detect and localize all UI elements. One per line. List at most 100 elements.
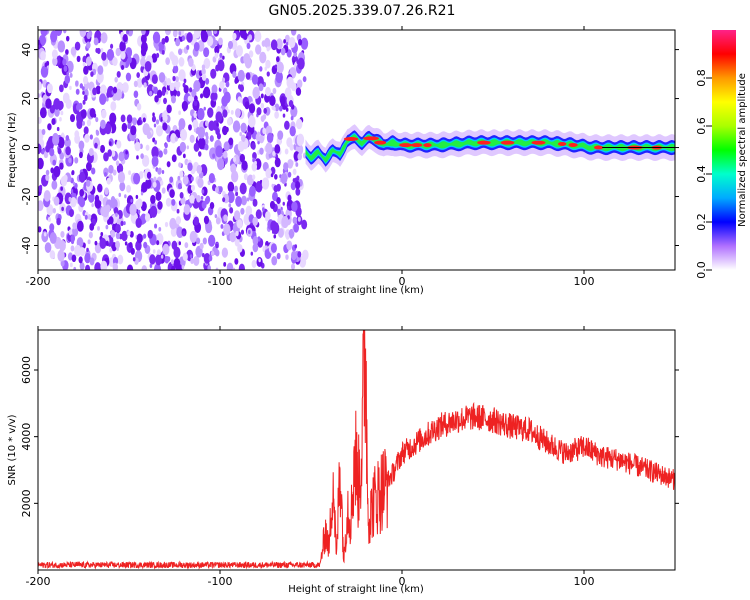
noise-speckle [156,249,161,256]
noise-speckle [158,150,163,158]
noise-speckle [69,262,73,268]
noise-speckle [83,94,88,102]
noise-speckle [183,204,191,215]
noise-speckle [252,243,259,253]
noise-speckle [216,122,219,127]
noise-speckle [210,250,215,257]
noise-speckle [243,173,249,181]
noise-speckle [274,111,279,119]
noise-speckle [201,73,207,81]
noise-speckle [116,70,121,78]
noise-speckle [87,214,92,220]
noise-speckle [251,74,259,85]
signal-hotspot [568,142,578,147]
noise-speckle [115,223,121,234]
noise-speckle [103,152,109,162]
noise-speckle [243,53,251,65]
noise-speckle [193,112,197,119]
noise-speckle [133,172,141,185]
spectrogram-x-ticks: -200 -100 0 100 [26,26,595,288]
noise-speckle [215,145,223,158]
noise-speckle [298,38,303,46]
noise-speckle [53,165,61,178]
noise-speckle [203,215,210,225]
noise-speckle [273,106,276,111]
noise-speckle [266,71,270,77]
noise-speckle [220,224,224,229]
noise-speckle [265,245,268,250]
noise-speckle [285,41,289,46]
noise-speckle [86,31,91,40]
noise-speckle [141,182,148,193]
noise-speckle [145,144,150,151]
noise-speckle [100,260,108,270]
noise-speckle [39,35,47,46]
noise-speckle [169,82,175,92]
noise-speckle [240,195,247,206]
noise-speckle [271,255,278,266]
noise-speckle [41,231,49,243]
noise-speckle [107,149,112,157]
y-tick-label: -40 [20,237,33,255]
noise-speckle [126,30,130,35]
noise-speckle [150,194,156,204]
noise-speckle [258,258,261,263]
noise-speckle [286,137,293,148]
noise-speckle [208,234,216,247]
noise-speckle [265,240,269,248]
noise-speckle [127,122,132,130]
noise-speckle [261,177,270,190]
noise-speckle [69,85,72,91]
noise-speckle [196,194,201,203]
noise-speckle [262,127,267,135]
colorbar-label: Normalized spectral amplitude [737,73,748,227]
noise-speckle [71,254,77,263]
noise-speckle [156,89,163,99]
noise-speckle [100,119,106,129]
noise-speckle [68,157,72,164]
noise-speckle [146,171,152,179]
noise-speckle [93,37,99,46]
noise-speckle [79,262,85,270]
x-tick-label: -200 [26,275,51,288]
noise-speckle [264,66,268,71]
noise-speckle [203,106,206,111]
noise-speckle [80,109,87,119]
noise-speckle [83,65,89,75]
noise-speckle [76,220,84,232]
noise-speckle [283,162,289,171]
noise-speckle [73,188,77,194]
noise-speckle [240,229,245,235]
noise-speckle [198,151,202,157]
noise-speckle [274,144,281,154]
noise-speckle [53,196,60,206]
noise-speckle [178,241,182,246]
noise-speckle [135,217,142,229]
noise-speckle [200,195,204,200]
noise-speckle [255,44,262,55]
noise-speckle [81,86,85,91]
noise-speckle [270,243,277,254]
noise-speckle [254,30,262,43]
noise-speckle [203,47,210,58]
noise-speckle [50,30,58,43]
noise-speckle [119,181,126,192]
noise-speckle [158,72,166,83]
noise-speckle [193,30,201,39]
noise-speckle [173,246,181,259]
snr-frame [37,329,676,571]
noise-speckle [292,216,298,225]
noise-speckle [105,204,111,213]
noise-speckle [166,161,171,168]
spectrogram-y-ticks: -40 -20 0 20 40 [20,43,679,255]
noise-speckle [252,86,260,99]
noise-speckle [110,196,116,204]
noise-speckle [89,222,95,231]
noise-speckle [236,219,243,229]
noise-speckle [79,30,87,38]
noise-speckle [197,108,205,121]
noise-speckle [210,92,216,101]
noise-speckle [88,231,93,239]
noise-speckle [97,65,104,75]
noise-speckle [189,230,198,243]
